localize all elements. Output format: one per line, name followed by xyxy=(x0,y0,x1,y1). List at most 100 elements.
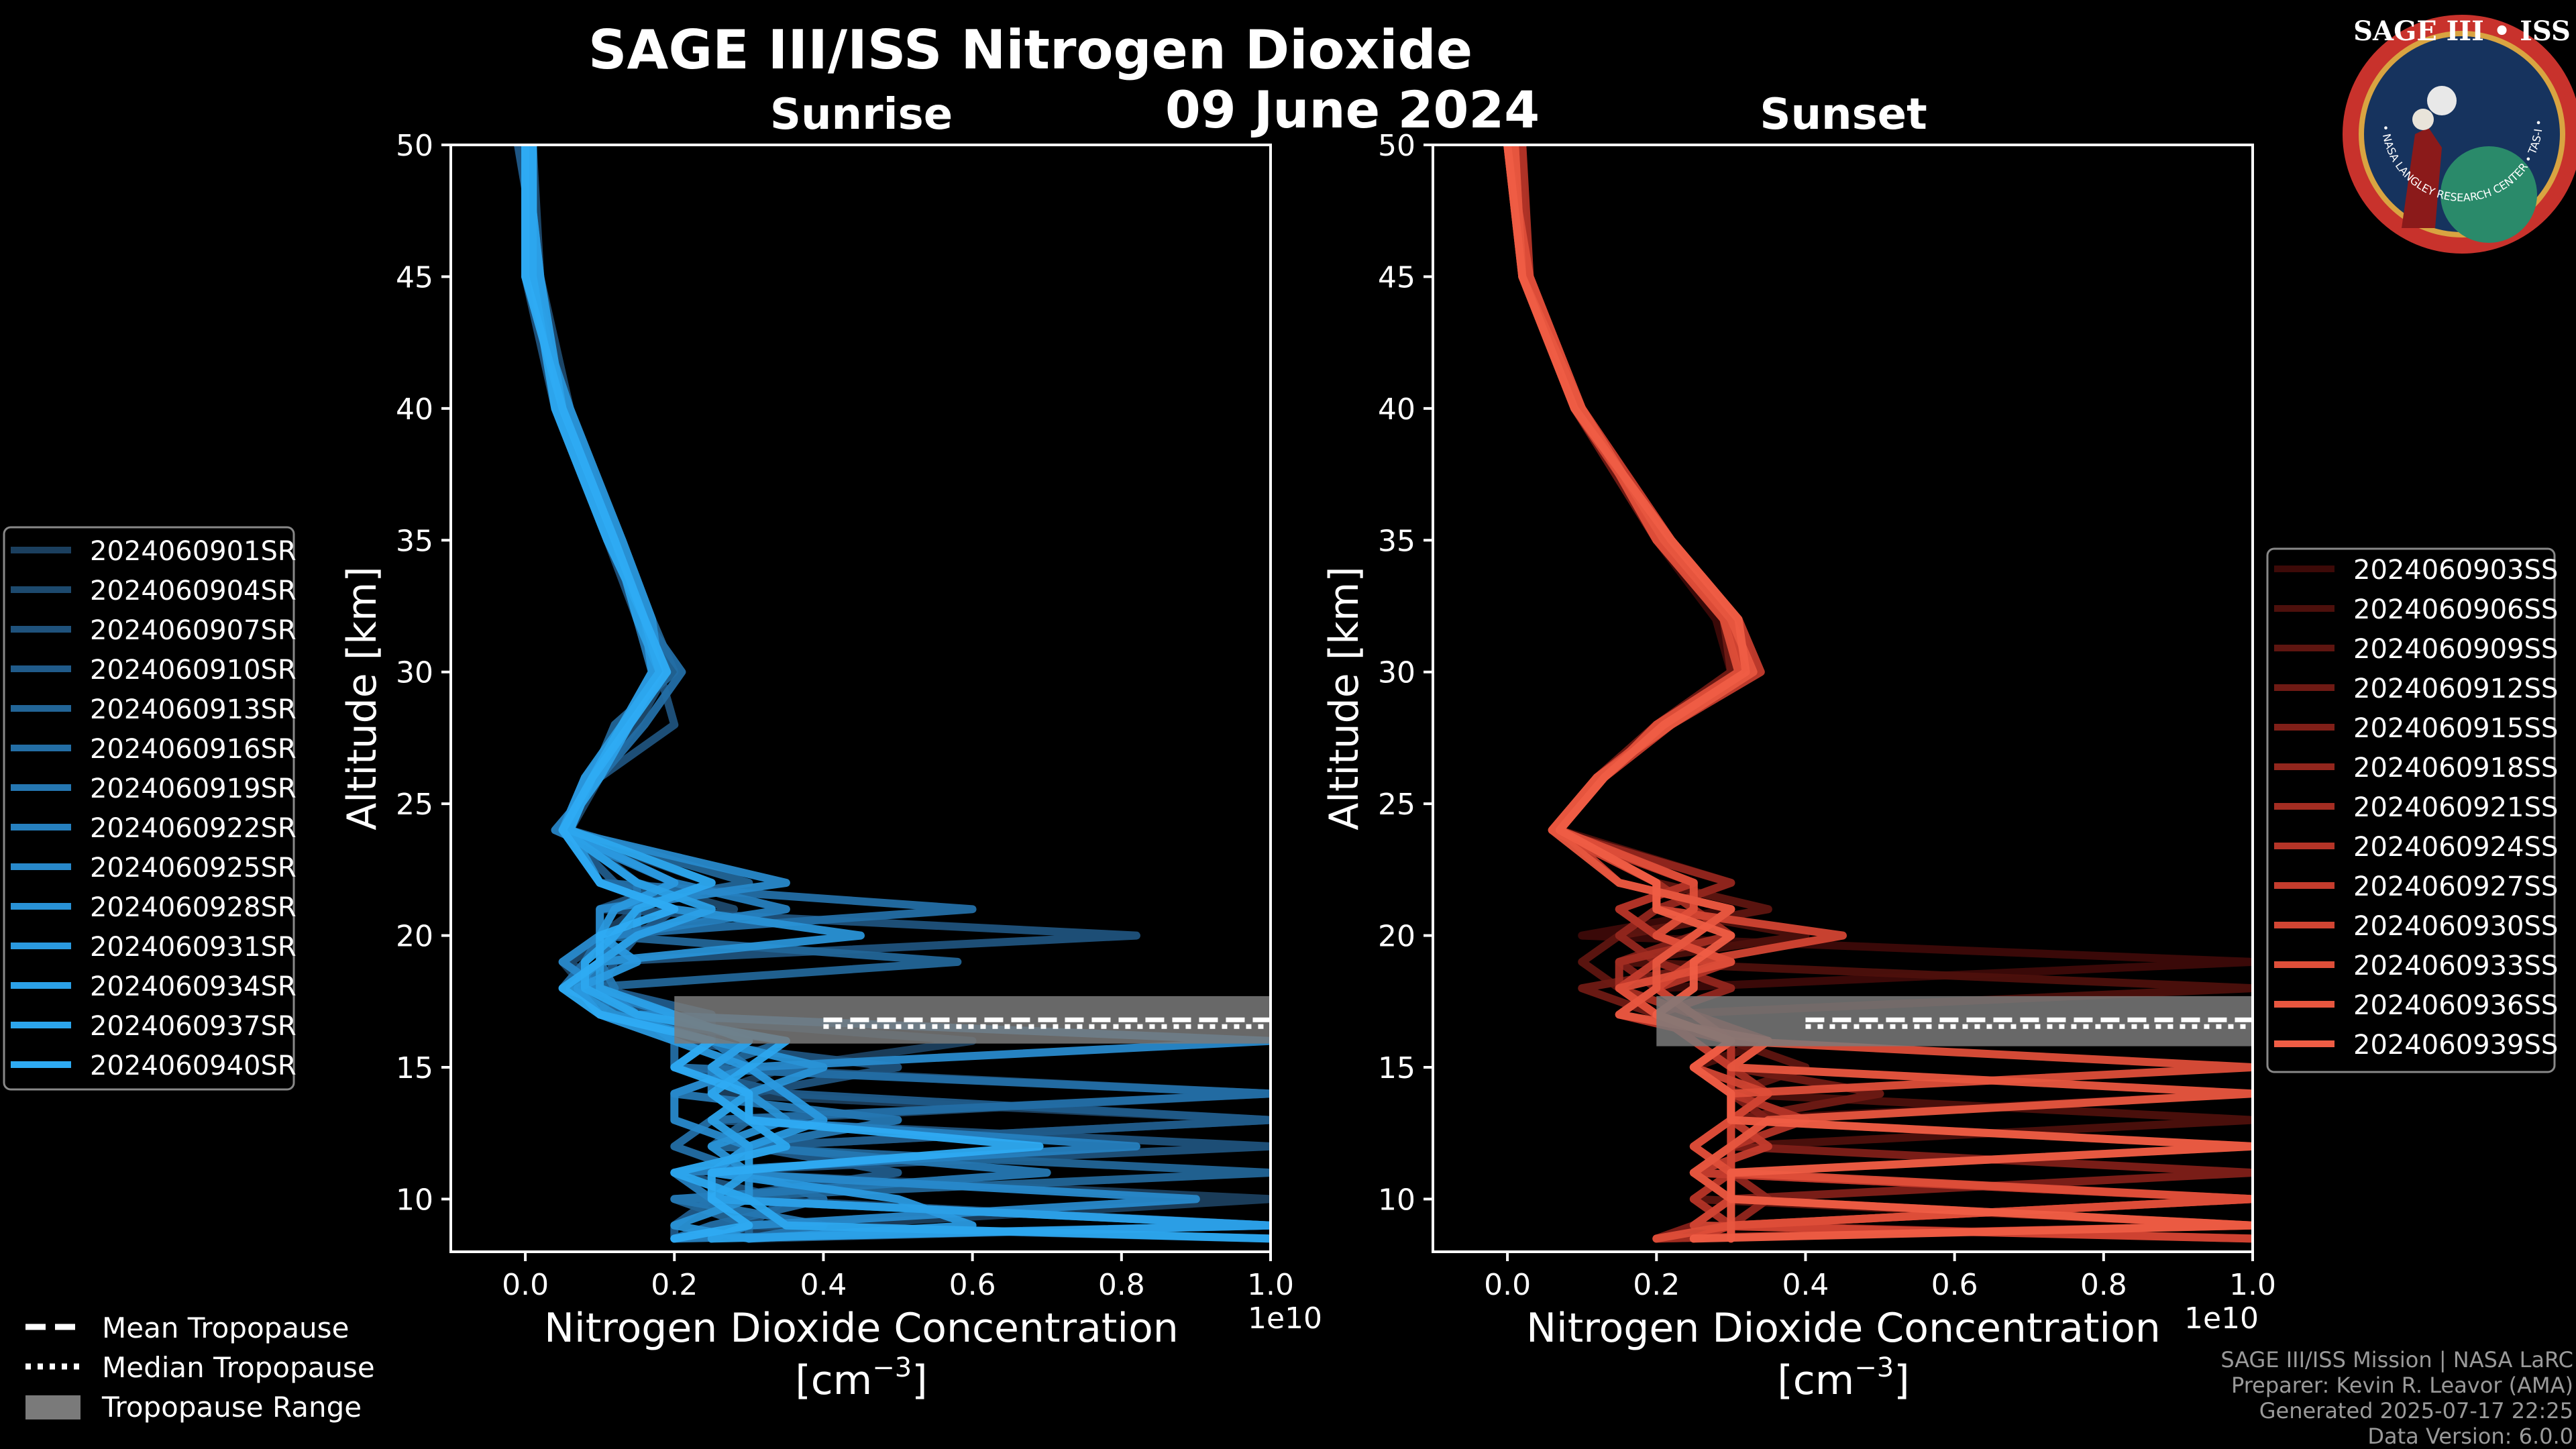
sunset-axes-frame xyxy=(1432,144,2254,1253)
logo-earth xyxy=(2440,146,2537,243)
sunrise-y-axis-label: Altitude [km] xyxy=(339,566,386,830)
sunset-legend: 2024060903SS 2024060906SS 2024060909SS 2024… xyxy=(2266,547,2558,1073)
sunset-series-group xyxy=(1503,145,2253,1243)
sunrise-legend-label: 2024060937SR xyxy=(90,1011,297,1042)
sunrise-legend-label: 2024060913SR xyxy=(90,694,297,725)
sunset-offset-text: 1e10 xyxy=(2184,1301,2259,1336)
sunrise-x-tick-label: 0.8 xyxy=(1098,1268,1145,1302)
logo-top-text: SAGE III • ISS xyxy=(2353,15,2571,47)
sunrise-y-tick-label: 20 xyxy=(396,920,433,954)
sunrise-series-line xyxy=(521,145,865,1243)
sunrise-panel-title: Sunrise xyxy=(770,90,953,140)
sunset-x-unit-open: [cm xyxy=(1777,1357,1854,1404)
sunrise-legend-label: 2024060931SR xyxy=(90,932,297,963)
sunrise-x-axis-unit: [cm−3] xyxy=(795,1352,927,1404)
sunrise-y-tick-label: 30 xyxy=(396,656,433,690)
sunrise-x-axis-label: Nitrogen Dioxide Concentration xyxy=(544,1305,1179,1352)
footer-line-4: Data Version: 6.0.0 xyxy=(2367,1424,2573,1449)
sunset-legend-label: 2024060936SS xyxy=(2353,990,2558,1021)
sunrise-series-group xyxy=(514,145,1271,1243)
sunset-legend-label: 2024060924SS xyxy=(2353,832,2558,863)
sunset-x-unit-exp: −3 xyxy=(1854,1352,1894,1383)
sunset-y-tick-label: 20 xyxy=(1378,920,1415,954)
sunset-y-tick-label: 45 xyxy=(1378,260,1415,294)
sunset-x-tick-label: 1.0 xyxy=(2229,1268,2276,1302)
sunrise-x-unit-open: [cm xyxy=(795,1357,872,1404)
sunset-legend-label: 2024060903SS xyxy=(2353,555,2558,586)
sunset-y-axis-label: Altitude [km] xyxy=(1321,566,1368,830)
sunrise-x-tick-label: 1.0 xyxy=(1247,1268,1294,1302)
sunset-legend-label: 2024060912SS xyxy=(2353,674,2558,704)
logo-figure xyxy=(2402,127,2442,228)
sunset-legend-label: 2024060927SS xyxy=(2353,871,2558,902)
sunset-x-axis-label: Nitrogen Dioxide Concentration xyxy=(1526,1305,2161,1352)
sunset-x-tick-label: 0.0 xyxy=(1484,1268,1531,1302)
tropopause-legend: Mean Tropopause Median Tropopause Tropop… xyxy=(25,1311,375,1424)
sunrise-legend: 2024060901SR 2024060904SR 2024060907SR 2024… xyxy=(3,526,297,1091)
sunrise-x-tick-label: 0.2 xyxy=(651,1268,698,1302)
sunset-legend-label: 2024060909SS xyxy=(2353,634,2558,665)
sunset-series-line xyxy=(1511,145,2253,1243)
sunrise-legend-label: 2024060901SR xyxy=(90,536,297,567)
sunrise-y-tick-label: 10 xyxy=(396,1183,433,1217)
figure-title: SAGE III/ISS Nitrogen Dioxide xyxy=(588,19,1472,81)
sunset-y-tick-label: 30 xyxy=(1378,656,1415,690)
sunrise-legend-label: 2024060940SR xyxy=(90,1051,297,1081)
sunset-legend-label: 2024060918SS xyxy=(2353,753,2558,784)
sunset-x-axis-unit: [cm−3] xyxy=(1777,1352,1909,1404)
sunrise-legend-label: 2024060907SR xyxy=(90,615,297,646)
sunset-y-tick-label: 25 xyxy=(1378,788,1415,822)
sunset-legend-label: 2024060939SS xyxy=(2353,1030,2558,1061)
sunrise-x-unit-close: ] xyxy=(912,1357,927,1404)
sunset-y-tick-label: 40 xyxy=(1378,392,1415,427)
sunset-x-tick-label: 0.8 xyxy=(2080,1268,2127,1302)
tropopause-range-swatch xyxy=(25,1395,80,1419)
figure-date: 09 June 2024 xyxy=(1165,80,1540,140)
sunrise-y-tick-label: 35 xyxy=(396,524,433,558)
sunrise-legend-label: 2024060910SR xyxy=(90,655,297,686)
sunset-legend-label: 2024060921SS xyxy=(2353,792,2558,823)
sunrise-legend-label: 2024060928SR xyxy=(90,892,297,923)
sunset-series-line xyxy=(1503,145,2253,1243)
footer-line-3: Generated 2025-07-17 22:25 xyxy=(2259,1398,2573,1424)
footer-credits: SAGE III/ISS Mission | NASA LaRC Prepare… xyxy=(2220,1347,2573,1449)
sunrise-x-unit-exp: −3 xyxy=(872,1352,912,1383)
footer-line-1: SAGE III/ISS Mission | NASA LaRC xyxy=(2220,1347,2573,1373)
sunrise-series-line xyxy=(521,145,1044,1243)
sunset-y-tick-label: 35 xyxy=(1378,524,1415,558)
sunrise-y-tick-label: 40 xyxy=(396,392,433,427)
logo-moon xyxy=(2427,86,2457,115)
sunrise-legend-box xyxy=(3,526,295,1091)
sunrise-y-tick-label: 25 xyxy=(396,788,433,822)
sunrise-plot-area xyxy=(514,145,1271,1243)
sunrise-legend-label: 2024060925SR xyxy=(90,853,297,883)
sunrise-x-tick-label: 0.4 xyxy=(800,1268,847,1302)
sunrise-y-tick-label: 45 xyxy=(396,260,433,294)
tropopause-range-label: Tropopause Range xyxy=(101,1391,362,1424)
sunset-series-line xyxy=(1503,145,2253,1243)
median-tropopause-label: Median Tropopause xyxy=(102,1351,375,1384)
mean-tropopause-label: Mean Tropopause xyxy=(102,1311,349,1344)
sunrise-legend-label: 2024060922SR xyxy=(90,813,297,844)
sunset-legend-box xyxy=(2266,547,2556,1073)
sunset-y-tick-label: 15 xyxy=(1378,1051,1415,1085)
sunrise-legend-label: 2024060904SR xyxy=(90,576,297,606)
sunset-legend-label: 2024060915SS xyxy=(2353,713,2558,744)
sunset-ticks: 0.0 0.2 0.4 0.6 0.8 1.0 10 15 20 25 30 35 40 45 50 xyxy=(1378,129,2276,1302)
sunset-legend-label: 2024060906SS xyxy=(2353,594,2558,625)
sunset-y-tick-label: 50 xyxy=(1378,129,1415,163)
sunrise-legend-label: 2024060919SR xyxy=(90,773,297,804)
sunrise-legend-label: 2024060934SR xyxy=(90,971,297,1002)
sunrise-legend-label: 2024060916SR xyxy=(90,734,297,765)
sunset-y-tick-label: 10 xyxy=(1378,1183,1415,1217)
sunrise-y-tick-label: 15 xyxy=(396,1051,433,1085)
sunset-plot-area xyxy=(1503,145,2253,1243)
sunset-legend-label: 2024060930SS xyxy=(2353,911,2558,942)
logo-figure-head xyxy=(2412,109,2434,130)
sunrise-y-tick-label: 50 xyxy=(396,129,433,163)
sunset-x-tick-label: 0.6 xyxy=(1931,1268,1978,1302)
sunrise-panel: Sunrise 0.0 0.2 0.4 0.6 0.8 1.0 10 15 20 25 30 35 40… xyxy=(339,90,1322,1404)
sunset-x-tick-label: 0.4 xyxy=(1782,1268,1829,1302)
sunrise-x-tick-label: 0.6 xyxy=(949,1268,996,1302)
